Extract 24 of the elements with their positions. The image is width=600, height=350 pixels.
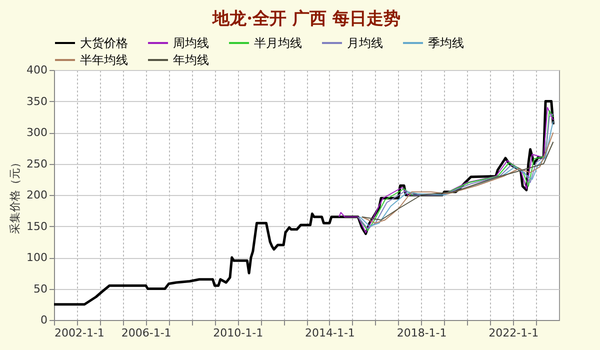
legend-label: 大货价格: [80, 36, 128, 50]
y-tick-label: 0: [40, 314, 48, 326]
legend-label: 季均线: [428, 36, 464, 50]
legend-label: 月均线: [347, 36, 383, 50]
y-tick-label: 50: [34, 282, 48, 296]
legend-label: 周均线: [173, 36, 209, 50]
y-tick-label: 400: [26, 64, 48, 76]
y-axis-title: 采集价格（元）: [8, 157, 22, 234]
x-tick-label: 2010-1-1: [213, 326, 264, 340]
x-tick-label: 2014-1-1: [305, 326, 355, 340]
x-tick-label: 2018-1-1: [396, 326, 447, 340]
legend-label: 半年均线: [80, 53, 128, 67]
y-tick-label: 200: [26, 188, 48, 202]
y-tick-label: 250: [26, 157, 48, 170]
y-tick-label: 150: [26, 220, 48, 233]
x-tick-label: 2002-1-1: [54, 326, 104, 340]
x-tick-label: 2022-1-1: [488, 326, 539, 340]
y-tick-label: 300: [26, 126, 48, 139]
x-tick-label: 2006-1-1: [121, 326, 172, 340]
legend-label: 年均线: [173, 53, 209, 67]
y-tick-label: 350: [26, 94, 48, 108]
y-tick-label: 100: [26, 251, 48, 264]
legend-label: 半月均线: [254, 36, 302, 50]
chart-title: 地龙·全开 广西 每日走势: [212, 9, 400, 29]
